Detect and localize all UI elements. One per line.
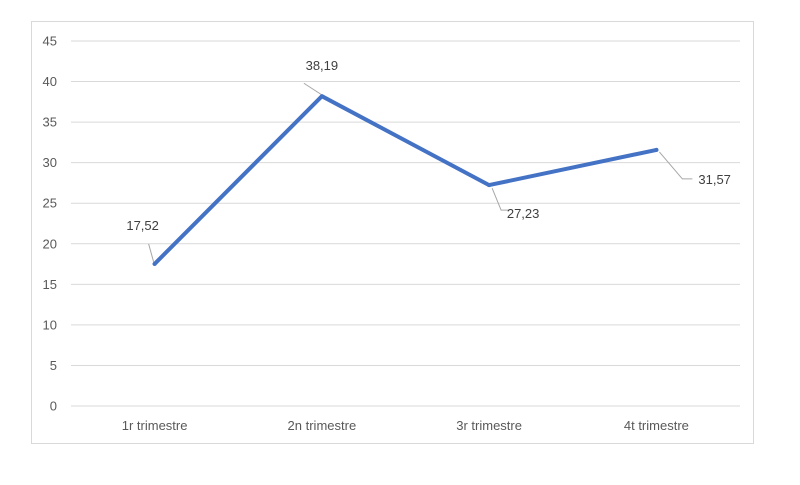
y-tick-label: 10 [43,317,57,332]
data-label: 17,52 [126,218,159,233]
x-tick-label: 3r trimestre [456,418,522,433]
data-point [152,261,157,266]
data-point [654,147,659,152]
leader-line [658,151,693,180]
y-tick-label: 5 [50,358,57,373]
data-point [319,94,324,99]
y-tick-label: 15 [43,277,57,292]
y-tick-label: 0 [50,399,57,414]
leader-line [148,243,155,263]
chart-frame [31,21,754,444]
y-tick-label: 45 [43,34,57,49]
y-tick-label: 25 [43,196,57,211]
y-tick-label: 40 [43,74,57,89]
y-tick-label: 30 [43,155,57,170]
x-tick-label: 4t trimestre [624,418,689,433]
data-label: 27,23 [507,206,540,221]
leader-line [491,187,510,211]
data-point [487,183,492,188]
series-line [152,94,659,266]
y-tick-label: 20 [43,236,57,251]
leader-line [303,82,322,95]
y-tick-label: 35 [43,115,57,130]
data-label: 38,19 [306,58,339,73]
x-tick-label: 1r trimestre [122,418,188,433]
x-tick-label: 2n trimestre [288,418,357,433]
data-label: 31,57 [698,172,731,187]
